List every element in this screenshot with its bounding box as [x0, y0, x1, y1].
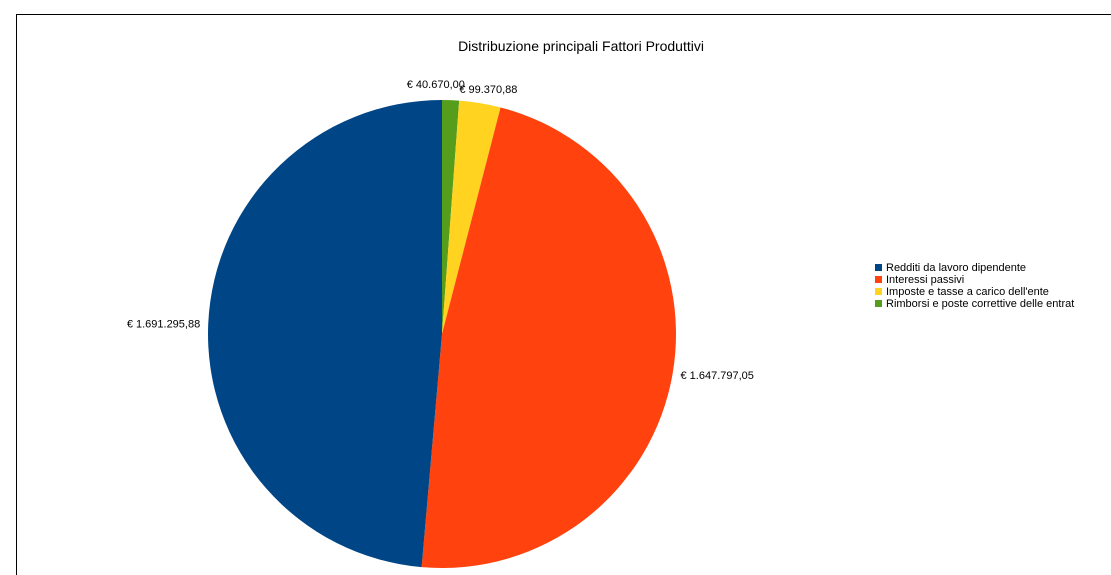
legend-label-interessi-passivi: Interessi passivi — [886, 274, 964, 286]
value-label-interessi-passivi: € 1.647.797,05 — [681, 370, 754, 382]
pie-slice-interessi-passivi — [421, 107, 676, 568]
legend-swatch-redditi-da-lavoro-dipendente — [875, 264, 882, 271]
legend-swatch-rimborsi-e-poste-correttive-delle-entrat — [875, 300, 882, 307]
legend-swatch-interessi-passivi — [875, 276, 882, 283]
pie-slices — [208, 100, 676, 568]
value-label-rimborsi-e-poste-correttive-delle-entrat: € 40.670,00 — [407, 79, 465, 91]
legend-label-redditi-da-lavoro-dipendente: Redditi da lavoro dipendente — [886, 262, 1026, 274]
legend-swatch-imposte-e-tasse-a-carico-dell-ente — [875, 288, 882, 295]
pie-slice-redditi-da-lavoro-dipendente — [208, 100, 442, 568]
legend-label-imposte-e-tasse-a-carico-dell-ente: Imposte e tasse a carico dell'ente — [886, 286, 1049, 298]
value-label-imposte-e-tasse-a-carico-dell-ente: € 99.370,88 — [459, 84, 517, 96]
pie-slice-imposte-e-tasse-a-carico-dell-ente — [442, 100, 501, 335]
legend-label-rimborsi-e-poste-correttive-delle-entrat: Rimborsi e poste correttive delle entrat — [886, 298, 1074, 310]
chart-title: Distribuzione principali Fattori Produtt… — [458, 38, 704, 54]
slice-value-labels: € 40.670,00€ 99.370,88 € 1.647.797,05 € 1.… — [127, 79, 754, 382]
value-label-redditi-da-lavoro-dipendente: € 1.691.295,88 — [127, 318, 200, 330]
pie-slice-rimborsi-e-poste-correttive-delle-entrat — [442, 100, 460, 334]
